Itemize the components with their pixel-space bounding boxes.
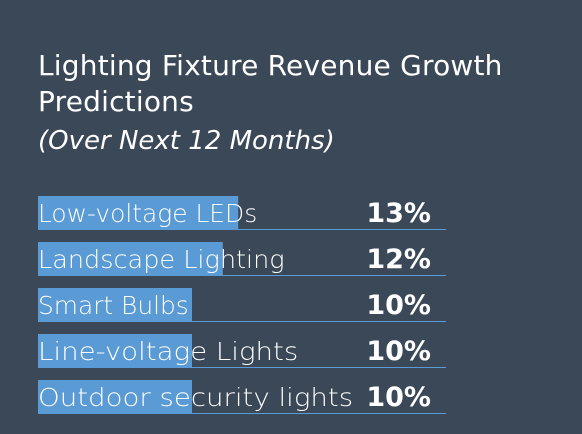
category-label-0: Low-voltage LEDs (38, 199, 257, 228)
chart-subtitle: (Over Next 12 Months) (38, 126, 335, 156)
category-label-1: Landscape Lighting (38, 245, 285, 274)
value-label-4: 10% (366, 382, 431, 413)
value-label-2: 10% (366, 290, 431, 321)
value-label-1: 12% (366, 244, 431, 275)
value-label-3: 10% (366, 336, 431, 367)
value-label-0: 13% (366, 198, 431, 229)
category-label-4: Outdoor security lights (38, 383, 353, 412)
chart-title: Lighting Fixture Revenue Growth Predicti… (38, 49, 503, 118)
bar-4 (38, 380, 192, 413)
category-label-3: Line-voltage Lights (38, 337, 298, 366)
chart-rows: Low-voltage LEDs 13% Landscape Lighting 12%… (38, 196, 446, 414)
bar-3 (38, 334, 192, 367)
bar-2 (38, 288, 192, 321)
category-label-2: Smart Bulbs (38, 291, 189, 320)
bar-1 (38, 242, 223, 275)
bar-0 (38, 196, 239, 229)
